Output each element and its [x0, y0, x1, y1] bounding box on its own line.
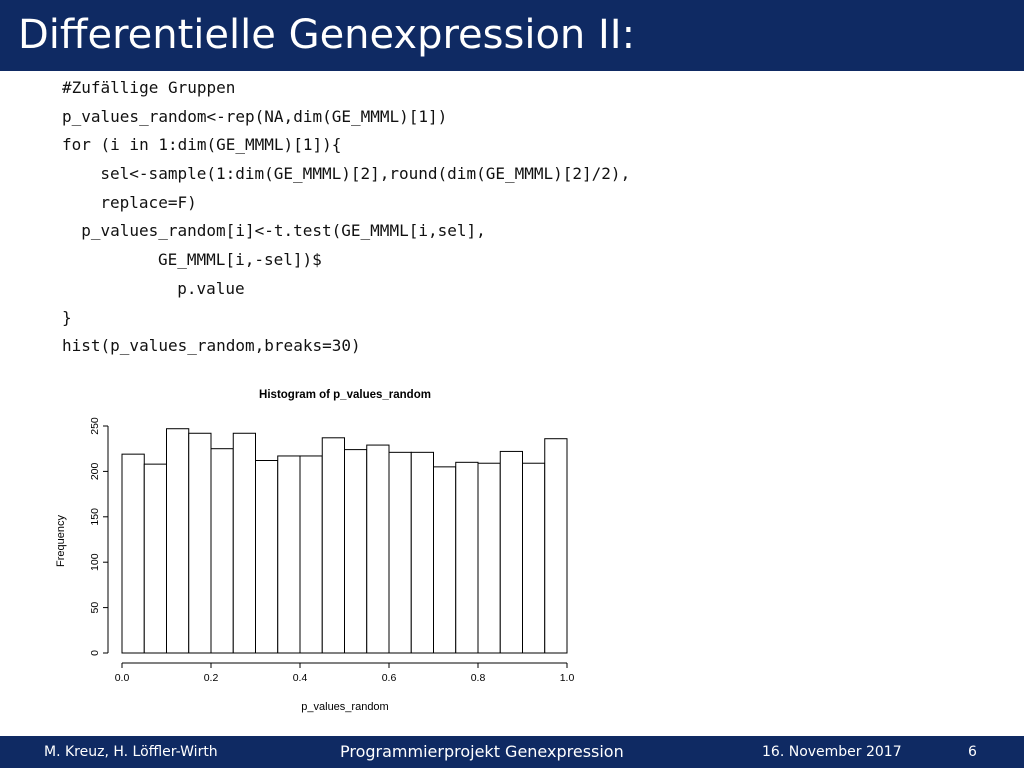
histogram-bar: [388, 451, 412, 654]
histogram-bar: [232, 432, 256, 654]
slide-title: Differentielle Genexpression II:: [18, 12, 636, 58]
y-tick-label: 0: [89, 650, 101, 656]
histogram-bar: [277, 455, 301, 654]
footer-authors: M. Kreuz, H. Löffler-Wirth: [44, 744, 218, 760]
histogram-bar: [321, 437, 345, 654]
histogram-bar: [522, 462, 546, 654]
title-bar: Differentielle Genexpression II:: [0, 0, 1024, 71]
code-line: GE_MMML[i,-sel])$: [158, 250, 322, 270]
chart-title: Histogram of p_values_random: [259, 389, 431, 401]
x-tick-label: 0.8: [471, 672, 486, 684]
y-axis: 0 50 100 150 200 250: [89, 417, 109, 656]
code-line: sel<-sample(1:dim(GE_MMML)[2],round(dim(…: [100, 164, 631, 184]
histogram-bar: [299, 455, 323, 654]
code-line: hist(p_values_random,breaks=30): [62, 336, 361, 356]
y-axis-label: Frequency: [55, 515, 67, 567]
histogram-bar: [344, 449, 368, 654]
y-tick-label: 150: [89, 508, 101, 526]
x-tick-label: 0.4: [293, 672, 308, 684]
histogram-bar: [410, 451, 434, 654]
x-axis-label: p_values_random: [301, 701, 388, 713]
histogram-bar: [255, 460, 279, 654]
code-line: p_values_random<-rep(NA,dim(GE_MMML)[1]): [62, 106, 448, 126]
histogram-bar: [366, 444, 390, 654]
x-tick-label: 0.0: [115, 672, 130, 684]
histogram-bar: [455, 461, 479, 654]
x-tick-label: 0.2: [204, 672, 219, 684]
footer: M. Kreuz, H. Löffler-Wirth Programmierpr…: [0, 736, 1024, 768]
histogram-bar: [544, 438, 568, 654]
y-tick-label: 100: [89, 553, 101, 571]
code-line: for (i in 1:dim(GE_MMML)[1]){: [62, 135, 342, 155]
histogram-bar: [433, 466, 457, 654]
footer-page-number: 6: [968, 744, 977, 760]
x-tick-label: 0.6: [382, 672, 397, 684]
y-tick-label: 200: [89, 462, 101, 480]
histogram-bar: [210, 448, 234, 654]
code-block: #Zufällige Gruppen p_values_random<-rep(N…: [62, 74, 1002, 361]
histogram-bar: [477, 462, 501, 654]
code-line: }: [62, 307, 72, 327]
histogram-chart: Histogram of p_values_random p_values_ra…: [55, 389, 575, 713]
code-line: p_values_random[i]<-t.test(GE_MMML[i,sel…: [81, 221, 486, 241]
x-axis: 0.0 0.2 0.4 0.6 0.8 1.0: [115, 662, 575, 684]
x-tick-label: 1.0: [560, 672, 575, 684]
code-line: replace=F): [100, 192, 197, 212]
histogram-bars: [121, 428, 568, 654]
histogram-bar: [166, 428, 190, 654]
histogram-bar: [143, 463, 167, 654]
y-tick-label: 50: [89, 602, 101, 614]
code-line: p.value: [177, 278, 245, 298]
histogram-bar: [121, 453, 145, 654]
footer-date: 16. November 2017: [762, 744, 902, 760]
y-tick-label: 250: [89, 417, 101, 435]
histogram-bar: [188, 432, 212, 654]
footer-course: Programmierprojekt Genexpression: [340, 742, 624, 761]
code-line: #Zufällige Gruppen: [62, 78, 236, 97]
histogram-bar: [499, 450, 523, 654]
